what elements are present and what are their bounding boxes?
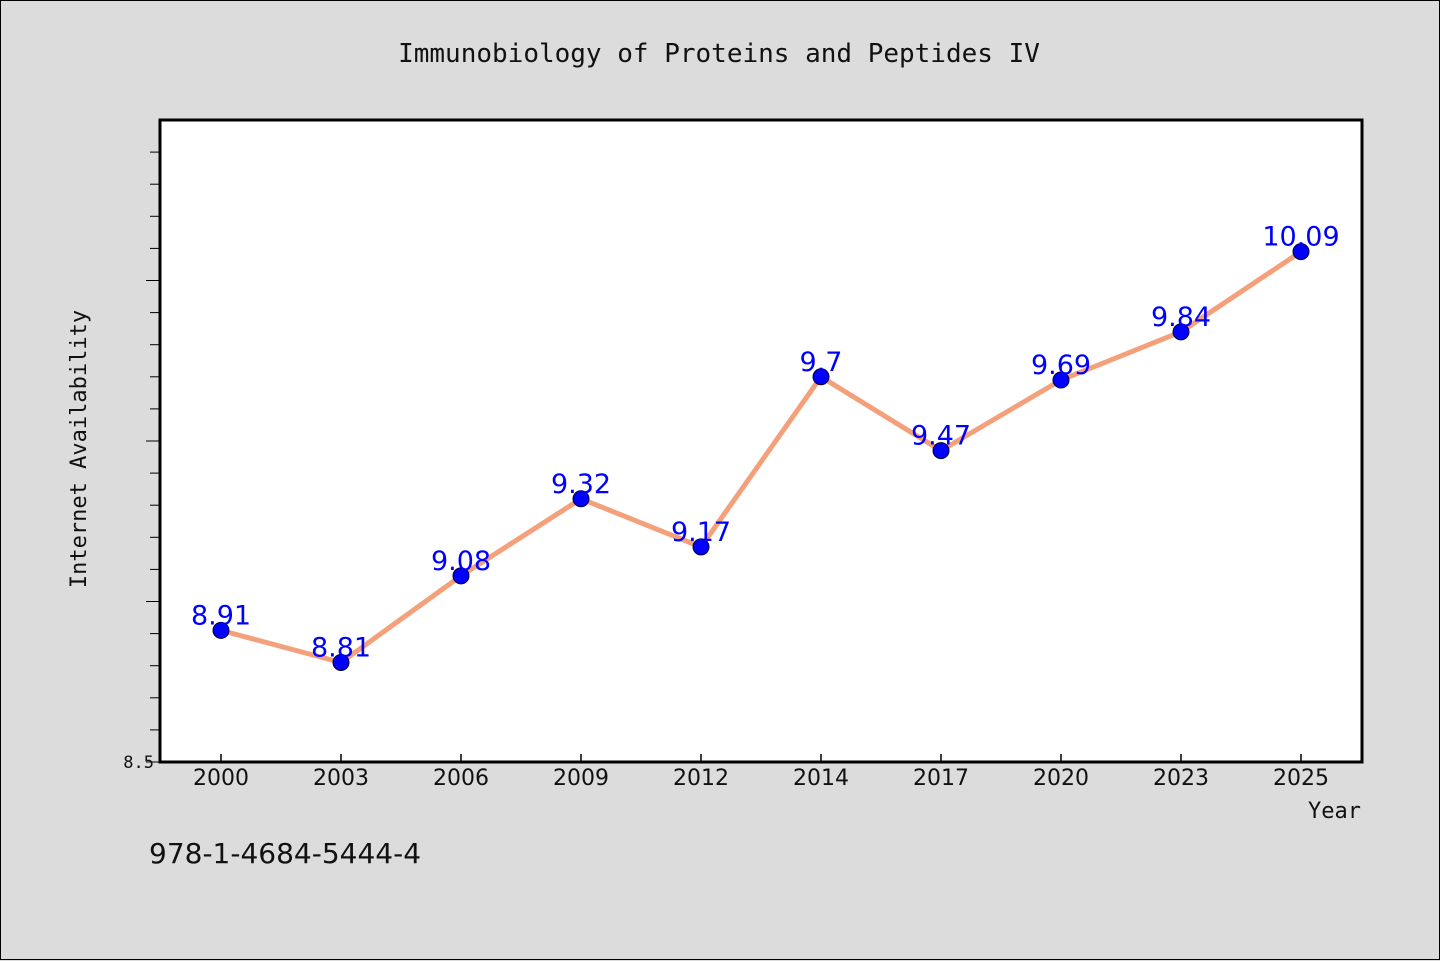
data-point [812,368,830,386]
data-point [932,442,950,460]
data-label: 9.47 [911,421,971,452]
x-tick-label: 2023 [1153,766,1209,791]
x-tick-label: 2012 [673,766,729,791]
x-tick-label: 2006 [433,766,489,791]
data-point [1052,371,1070,389]
x-tick-label: 2003 [313,766,369,791]
data-point [332,653,350,671]
data-point [1172,323,1190,341]
plot-area [158,118,1364,764]
y-axis-ticks: 8.5 [123,151,160,773]
data-label: 8.91 [191,600,251,631]
data-label: 8.81 [311,632,371,663]
x-tick-label: 2017 [913,766,969,791]
data-label: 10.09 [1262,222,1339,253]
series-markers [212,243,1310,671]
data-label: 9.7 [800,347,843,378]
data-point [452,567,470,585]
data-label: 9.32 [551,469,611,500]
x-axis-ticks: 2000 2003 2006 2009 2012 2014 2017 2020 2023 2025 [193,754,1329,791]
x-tick-label: 2009 [553,766,609,791]
y-axis-label: Internet Availability [67,310,92,588]
x-tick-label: 2014 [793,766,849,791]
data-label: 9.69 [1031,350,1091,381]
x-tick-label: 2000 [193,766,249,791]
series-line [220,249,1303,665]
data-point [572,490,590,508]
x-tick-label: 2025 [1273,766,1329,791]
y-tick-label: 8.5 [123,753,154,773]
x-axis-label: Year [1308,799,1361,824]
data-point [212,621,230,639]
data-label: 9.17 [671,517,731,548]
isbn-text: 978-1-4684-5444-4 [149,837,421,870]
chart-title: Immunobiology of Proteins and Peptides I… [398,39,1040,69]
data-label: 9.08 [431,546,491,577]
x-tick-label: 2020 [1033,766,1089,791]
data-point [1292,243,1310,261]
data-point [692,538,710,556]
data-label: 9.84 [1151,302,1211,333]
data-labels: 8.91 8.81 9.08 9.32 9.17 9.7 9.47 9.69 9.84 10.09 [191,222,1340,664]
